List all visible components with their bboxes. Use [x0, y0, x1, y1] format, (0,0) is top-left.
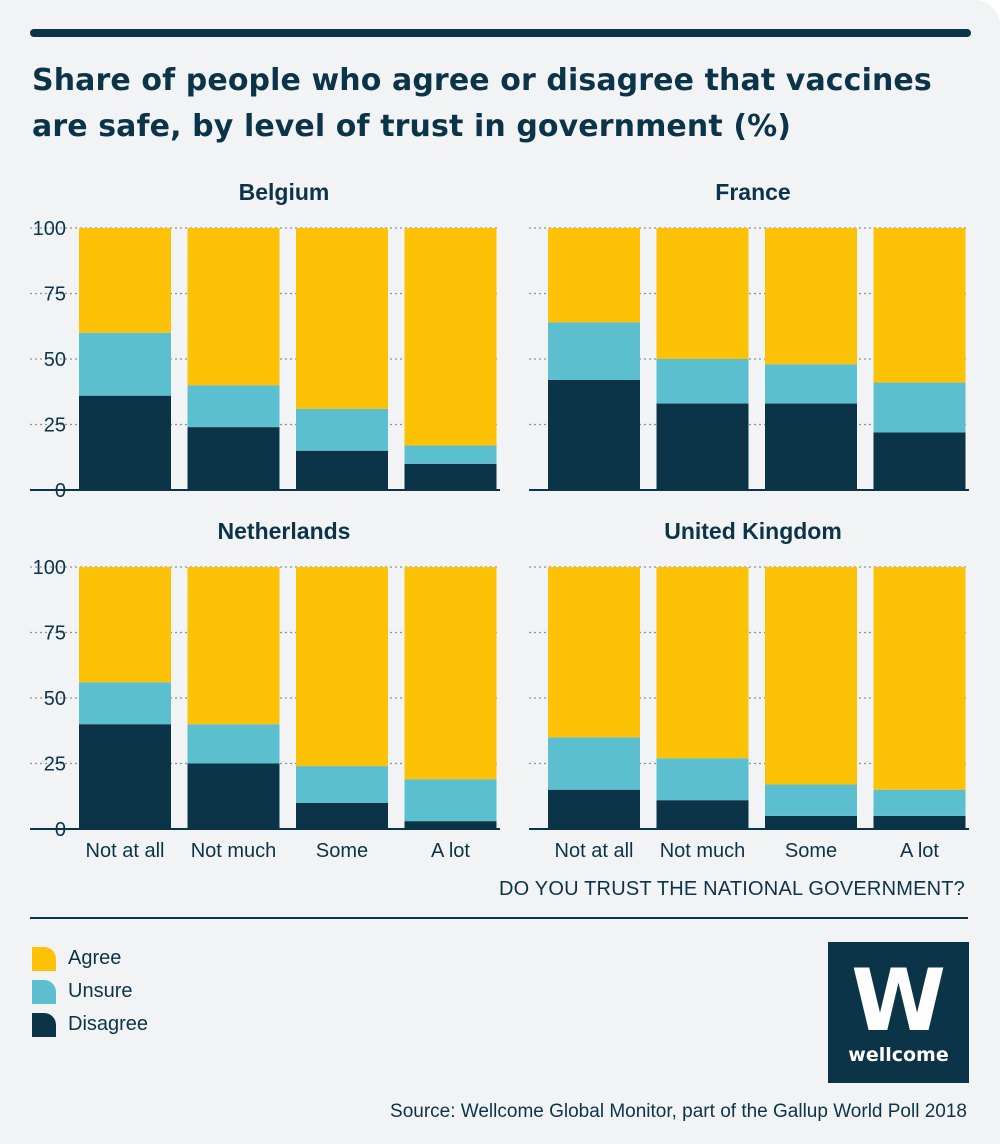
bar-segment-agree	[548, 228, 640, 323]
bar-segment-disagree	[79, 395, 171, 490]
bar-segment-agree	[187, 228, 280, 386]
bar-segment-disagree	[296, 802, 388, 829]
bar-segment-agree	[656, 567, 749, 759]
x-tick-label: Not at all	[555, 840, 634, 862]
logo-mark: W	[851, 951, 946, 1051]
x-tick-label: Not much	[660, 840, 746, 862]
panel-title: Belgium	[239, 179, 330, 205]
y-tick-label: 50	[44, 688, 66, 710]
legend-swatch-unsure	[32, 979, 56, 1004]
bar-segment-disagree	[656, 800, 749, 829]
legend-label: Agree	[68, 947, 122, 969]
bar-segment-unsure	[765, 364, 857, 404]
source-note: Source: Wellcome Global Monitor, part of…	[390, 1101, 967, 1122]
bar-segment-disagree	[548, 379, 640, 490]
y-tick-label: 50	[44, 349, 66, 371]
y-tick-label: 100	[33, 557, 66, 579]
y-tick-label: 75	[44, 623, 66, 645]
bar-segment-unsure	[765, 784, 857, 816]
bar-segment-agree	[404, 567, 497, 780]
legend: Agree Unsure Disagree	[32, 942, 148, 1041]
panel-title: France	[715, 179, 790, 205]
bar-segment-unsure	[79, 332, 171, 396]
bar-segment-unsure	[404, 445, 497, 464]
bar-segment-agree	[79, 567, 171, 683]
bar-segment-unsure	[548, 322, 640, 380]
bar-segment-unsure	[296, 408, 388, 451]
bar-segment-unsure	[548, 737, 640, 790]
bar-segment-unsure	[187, 385, 280, 428]
bar-segment-unsure	[296, 766, 388, 803]
bar-segment-disagree	[404, 463, 497, 490]
y-tick-label: 100	[33, 218, 66, 240]
top-rule	[30, 29, 971, 37]
bar-segment-agree	[873, 567, 966, 790]
panel-title: Netherlands	[218, 518, 351, 544]
bar-segment-unsure	[873, 789, 966, 816]
bar-segment-agree	[404, 228, 497, 446]
x-axis-title: DO YOU TRUST THE NATIONAL GOVERNMENT?	[499, 878, 965, 900]
bar-segment-disagree	[187, 427, 280, 490]
legend-swatch-disagree	[32, 1012, 56, 1037]
bar-segment-disagree	[656, 403, 749, 490]
bar-segment-agree	[548, 567, 640, 738]
x-tick-label: A lot	[900, 840, 939, 862]
x-tick-label: Not at all	[86, 840, 165, 862]
bar-segment-unsure	[656, 758, 749, 801]
bar-segment-disagree	[873, 815, 966, 829]
bar-segment-disagree	[873, 432, 966, 490]
small-multiples-chart: Belgium0255075100FranceNetherlands025507…	[30, 179, 969, 862]
bar-segment-agree	[187, 567, 280, 725]
x-tick-label: Not much	[191, 840, 277, 862]
x-tick-label: A lot	[431, 840, 470, 862]
bar-segment-agree	[765, 228, 857, 365]
bar-segment-disagree	[765, 815, 857, 829]
legend-swatch-agree	[32, 946, 56, 971]
bar-segment-agree	[765, 567, 857, 785]
bar-segment-disagree	[404, 821, 497, 829]
y-tick-label: 25	[44, 415, 66, 437]
bar-segment-agree	[296, 567, 388, 767]
y-tick-label: 75	[44, 284, 66, 306]
bar-segment-disagree	[548, 789, 640, 829]
x-tick-label: Some	[316, 840, 368, 862]
bar-segment-agree	[656, 228, 749, 359]
bar-segment-unsure	[873, 382, 966, 433]
bar-segment-unsure	[404, 779, 497, 822]
legend-item-unsure: Unsure	[32, 975, 148, 1008]
bar-segment-agree	[873, 228, 966, 383]
bar-segment-agree	[79, 228, 171, 333]
logo-wordmark: wellcome	[848, 1044, 949, 1066]
bar-segment-disagree	[765, 403, 857, 490]
legend-item-agree: Agree	[32, 942, 148, 975]
legend-label: Unsure	[68, 980, 133, 1002]
bar-segment-disagree	[79, 724, 171, 829]
x-tick-label: Some	[785, 840, 837, 862]
wellcome-logo: W wellcome	[828, 942, 969, 1083]
bar-segment-agree	[296, 228, 388, 409]
bar-segment-unsure	[187, 724, 280, 764]
bar-segment-disagree	[187, 763, 280, 829]
divider	[30, 917, 968, 919]
bar-segment-unsure	[656, 359, 749, 404]
legend-label: Disagree	[68, 1013, 149, 1035]
chart-title: Share of people who agree or disagree th…	[32, 63, 932, 144]
legend-item-disagree: Disagree	[32, 1008, 148, 1041]
panel-title: United Kingdom	[664, 518, 842, 544]
bar-segment-unsure	[79, 682, 171, 725]
bar-segment-disagree	[296, 450, 388, 490]
y-tick-label: 25	[44, 754, 66, 776]
